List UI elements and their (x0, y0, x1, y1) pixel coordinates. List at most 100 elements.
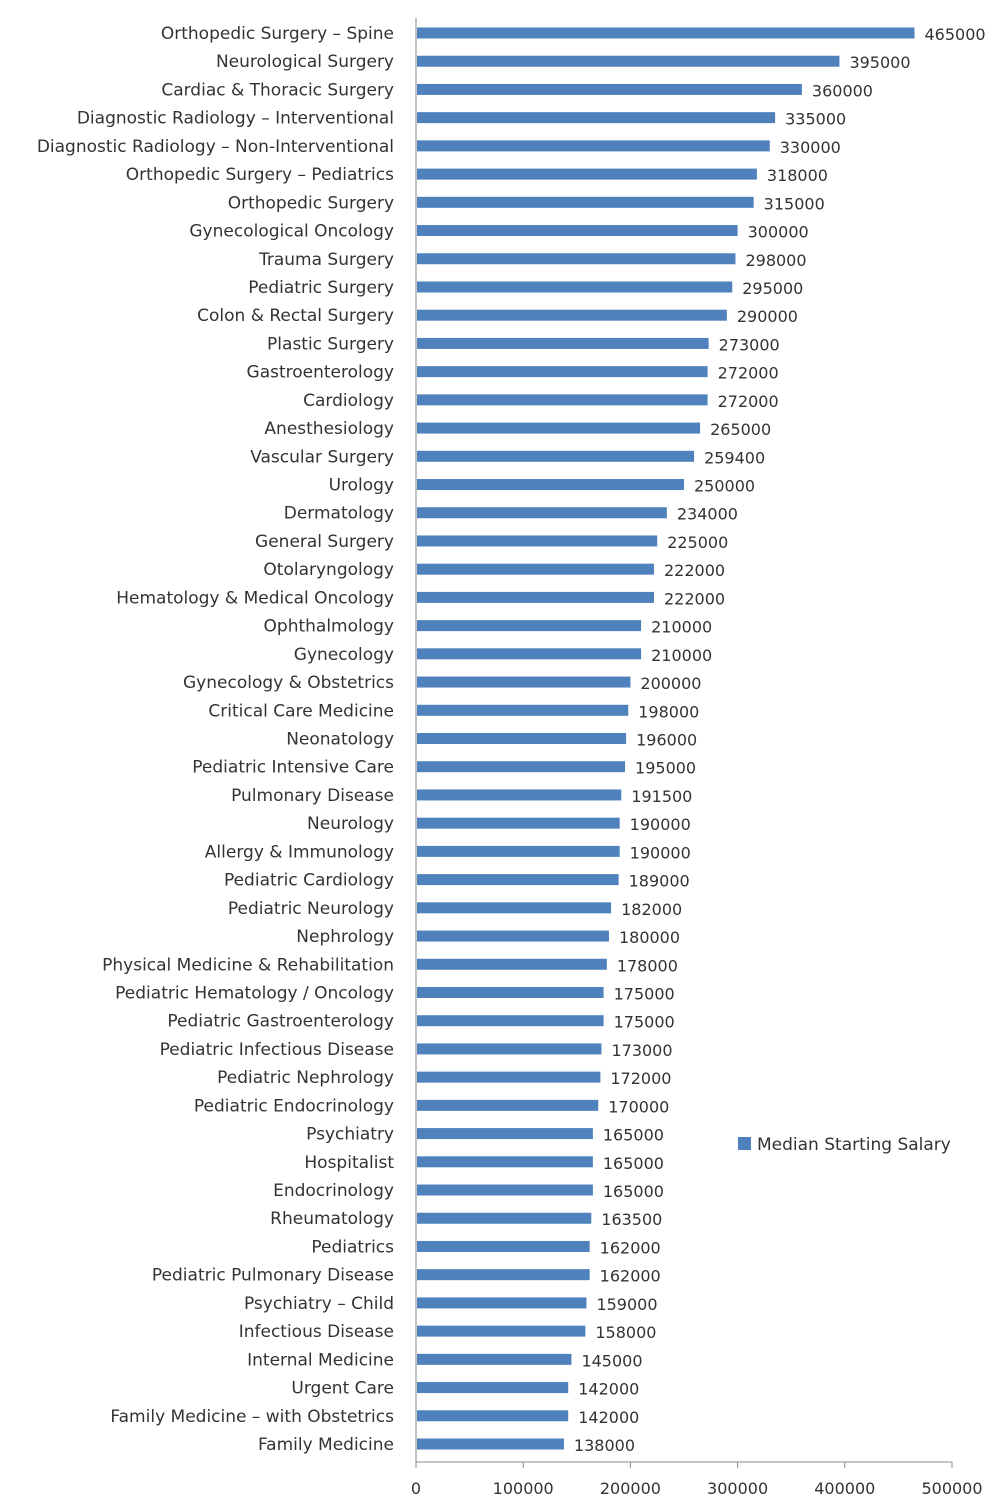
data-label: 272000 (718, 364, 779, 383)
bar (417, 366, 708, 378)
data-label: 210000 (651, 646, 712, 665)
category-label: Urology (329, 476, 394, 496)
category-label: Gynecology & Obstetrics (183, 673, 394, 693)
data-label: 190000 (630, 843, 691, 862)
data-label: 162000 (600, 1238, 661, 1257)
category-label: Orthopedic Surgery – Spine (161, 24, 394, 44)
category-label: Gastroenterology (247, 363, 394, 383)
data-label: 165000 (603, 1126, 664, 1145)
bar (417, 253, 736, 265)
bar (417, 704, 629, 716)
category-label: Trauma Surgery (258, 250, 394, 270)
data-label: 318000 (767, 166, 828, 185)
category-label: Otolaryngology (263, 560, 394, 580)
category-label: Family Medicine – with Obstetrics (110, 1407, 394, 1427)
data-label: 159000 (596, 1295, 657, 1314)
category-labels: Orthopedic Surgery – Spine Neurological S… (37, 24, 395, 1455)
bar (417, 1128, 593, 1140)
bar (417, 196, 754, 208)
bar (417, 986, 604, 998)
bar (417, 1099, 599, 1111)
category-label: Rheumatology (270, 1209, 394, 1229)
category-label: Psychiatry (306, 1125, 394, 1145)
bar (417, 394, 708, 406)
bar (417, 479, 684, 491)
bar (417, 1297, 587, 1309)
bar (417, 1240, 590, 1252)
category-label: Colon & Rectal Surgery (197, 306, 394, 326)
bar (417, 140, 770, 152)
category-label: Allergy & Immunology (205, 842, 394, 862)
data-label: 222000 (664, 589, 725, 608)
data-label: 142000 (578, 1380, 639, 1399)
data-label: 330000 (780, 138, 841, 157)
category-label: Pediatric Neurology (228, 899, 394, 919)
category-label: Hospitalist (304, 1153, 394, 1173)
data-label: 145000 (581, 1351, 642, 1370)
bar (417, 450, 695, 462)
bar (417, 55, 840, 67)
category-label: Orthopedic Surgery – Pediatrics (126, 165, 394, 185)
data-label: 162000 (600, 1267, 661, 1286)
bar (417, 422, 701, 434)
bar (417, 1212, 592, 1224)
bar (417, 1353, 572, 1365)
category-label: Cardiology (303, 391, 394, 411)
bar (417, 563, 654, 575)
category-label: Neurological Surgery (216, 52, 394, 72)
bar (417, 1184, 593, 1196)
category-label: Endocrinology (273, 1181, 394, 1201)
bar (417, 83, 802, 95)
x-tick-label: 100000 (493, 1479, 554, 1498)
data-label: 234000 (677, 505, 738, 524)
data-label: 315000 (764, 194, 825, 213)
data-label: 180000 (619, 928, 680, 947)
bar (417, 930, 609, 942)
data-label: 265000 (710, 420, 771, 439)
category-label: Plastic Surgery (267, 334, 394, 354)
bar (417, 1438, 564, 1450)
bar (417, 337, 709, 349)
category-label: Pulmonary Disease (231, 786, 394, 806)
value-labels: 465000 395000 360000 335000 330000 318000 3150… (574, 25, 986, 1455)
data-label: 210000 (651, 618, 712, 637)
data-label: 163500 (601, 1210, 662, 1229)
category-label: Orthopedic Surgery (228, 193, 394, 213)
category-label: Nephrology (296, 927, 394, 947)
category-label: Dermatology (284, 504, 394, 524)
data-label: 198000 (638, 702, 699, 721)
bar (417, 591, 654, 603)
bar (417, 1015, 604, 1027)
data-label: 196000 (636, 731, 697, 750)
bar (417, 789, 622, 801)
bar (417, 1156, 593, 1168)
category-label: Pediatric Hematology / Oncology (115, 983, 394, 1003)
category-label: Diagnostic Radiology – Interventional (77, 109, 394, 129)
x-tick-label: 200000 (600, 1479, 661, 1498)
legend-swatch (738, 1137, 751, 1150)
data-label: 191500 (631, 787, 692, 806)
bar (417, 1269, 590, 1281)
bar (417, 845, 620, 857)
bar (417, 958, 607, 970)
legend: Median Starting Salary (738, 1135, 951, 1155)
category-label: Ophthalmology (264, 617, 394, 637)
category-label: Anesthesiology (264, 419, 394, 439)
category-label: Neurology (307, 814, 394, 834)
data-label: 189000 (629, 872, 690, 891)
data-label: 465000 (924, 25, 985, 44)
category-label: Pediatric Nephrology (217, 1068, 394, 1088)
category-label: Family Medicine (258, 1435, 394, 1455)
bar (417, 507, 667, 519)
bar (417, 874, 619, 886)
bar (417, 112, 776, 124)
bar (417, 225, 738, 237)
data-label: 178000 (617, 956, 678, 975)
bar (417, 761, 626, 773)
category-label: Pediatric Pulmonary Disease (152, 1266, 394, 1286)
x-tick-label: 500000 (921, 1479, 982, 1498)
data-label: 158000 (595, 1323, 656, 1342)
bar (417, 168, 757, 180)
bar (417, 1071, 601, 1083)
